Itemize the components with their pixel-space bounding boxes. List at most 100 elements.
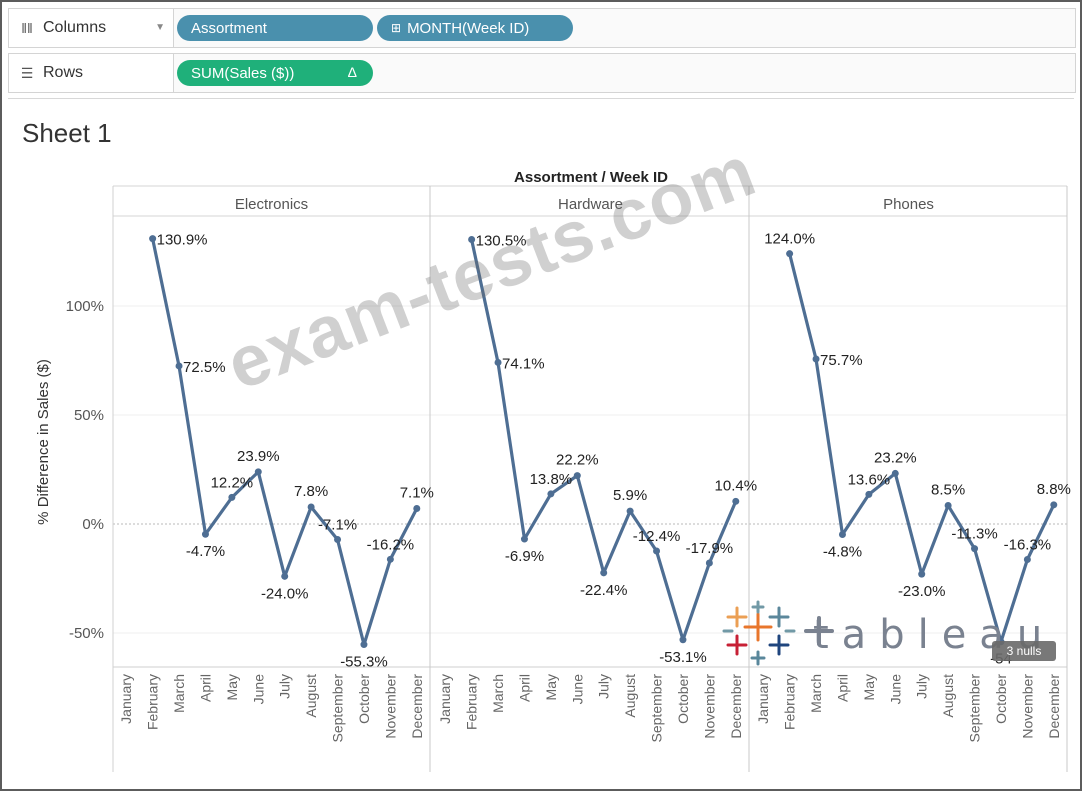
data-point bbox=[732, 497, 740, 505]
data-label: 8.5% bbox=[931, 481, 965, 498]
x-tick-label: July bbox=[914, 674, 930, 699]
data-point bbox=[254, 468, 262, 476]
data-label: 22.2% bbox=[556, 452, 599, 469]
data-point bbox=[891, 469, 899, 477]
data-point bbox=[1050, 501, 1058, 509]
data-point bbox=[653, 547, 661, 555]
month-week-id-pill[interactable]: ⊞ MONTH(Week ID) bbox=[377, 15, 573, 41]
data-label: -23.0% bbox=[898, 583, 946, 600]
data-point bbox=[494, 358, 502, 366]
data-label: -53.1% bbox=[659, 649, 707, 666]
assortment-pill-label: Assortment bbox=[191, 19, 267, 37]
x-tick-label: March bbox=[808, 674, 824, 713]
sum-sales-pill-label: SUM(Sales ($)) bbox=[191, 64, 295, 82]
expand-icon[interactable]: ⊞ bbox=[391, 21, 402, 35]
panel-header-electronics: Electronics bbox=[235, 196, 308, 213]
data-label: 13.8% bbox=[530, 471, 573, 488]
x-tick-label: August bbox=[940, 674, 956, 718]
x-tick-label: September bbox=[330, 674, 346, 743]
data-point bbox=[307, 503, 315, 511]
x-tick-label: October bbox=[993, 674, 1009, 724]
x-tick-label: May bbox=[861, 674, 877, 700]
data-label: -6.9% bbox=[505, 548, 544, 565]
data-label: 72.5% bbox=[183, 359, 226, 376]
data-point bbox=[786, 250, 794, 258]
x-tick-label: June bbox=[887, 674, 903, 705]
data-point bbox=[918, 570, 926, 578]
assortment-pill[interactable]: Assortment bbox=[177, 15, 373, 41]
data-label: -4.8% bbox=[823, 543, 862, 560]
data-point bbox=[626, 507, 634, 515]
x-tick-label: July bbox=[277, 674, 293, 699]
sum-sales-pill[interactable]: SUM(Sales ($)) Δ bbox=[177, 60, 373, 86]
data-point bbox=[334, 535, 342, 543]
data-point bbox=[149, 235, 157, 243]
data-label: -24.0% bbox=[261, 585, 309, 602]
data-label: 13.6% bbox=[848, 471, 891, 488]
data-point bbox=[360, 641, 368, 649]
x-tick-label: April bbox=[516, 674, 532, 702]
data-label: -17.9% bbox=[686, 540, 734, 557]
rows-shelf-label: ☰ Rows bbox=[9, 54, 174, 92]
panel-header-hardware: Hardware bbox=[558, 196, 623, 213]
rows-label-text: Rows bbox=[43, 64, 84, 81]
x-tick-label: August bbox=[303, 674, 319, 718]
x-tick-label: June bbox=[250, 674, 266, 705]
data-point bbox=[468, 236, 476, 244]
x-tick-label: July bbox=[596, 674, 612, 699]
data-point bbox=[547, 490, 555, 498]
nulls-indicator[interactable]: 3 nulls bbox=[992, 641, 1056, 661]
data-label: -16.3% bbox=[1004, 537, 1052, 554]
y-tick-label: 0% bbox=[82, 516, 104, 533]
x-tick-label: May bbox=[543, 674, 559, 700]
data-point bbox=[971, 545, 979, 553]
columns-label-text: Columns bbox=[43, 19, 107, 36]
data-point bbox=[812, 355, 820, 363]
data-label: 10.4% bbox=[715, 477, 758, 494]
x-tick-label: December bbox=[728, 674, 744, 739]
x-tick-label: November bbox=[382, 674, 398, 739]
data-label: 8.8% bbox=[1037, 481, 1071, 498]
x-tick-label: September bbox=[967, 674, 983, 743]
rows-shelf[interactable]: ☰ Rows SUM(Sales ($)) Δ bbox=[8, 53, 1076, 93]
data-label: 7.8% bbox=[294, 483, 328, 500]
panel-header-phones: Phones bbox=[883, 196, 934, 213]
x-tick-label: November bbox=[701, 674, 717, 739]
data-label: 75.7% bbox=[820, 352, 863, 369]
x-tick-label: April bbox=[197, 674, 213, 702]
data-label: 130.5% bbox=[476, 233, 527, 250]
data-label: 130.9% bbox=[157, 232, 208, 249]
data-label: 7.1% bbox=[400, 485, 434, 502]
sheet-title: Sheet 1 bbox=[22, 118, 112, 148]
x-tick-label: March bbox=[490, 674, 506, 713]
rows-icon: ☰ bbox=[20, 64, 34, 81]
data-label: -55.3% bbox=[340, 654, 388, 671]
x-tick-label: October bbox=[675, 674, 691, 724]
data-label: -16.2% bbox=[367, 536, 415, 553]
columns-shelf[interactable]: ‖‖ Columns ▼ Assortment ⊞ MONTH(Week ID) bbox=[8, 8, 1076, 48]
data-point bbox=[201, 530, 209, 538]
data-label: 23.9% bbox=[237, 448, 280, 465]
data-point bbox=[228, 493, 236, 501]
x-tick-label: May bbox=[224, 674, 240, 700]
data-point bbox=[413, 505, 421, 513]
x-tick-label: January bbox=[755, 674, 771, 724]
data-label: -11.3% bbox=[951, 526, 997, 543]
month-week-id-pill-label: MONTH(Week ID) bbox=[407, 19, 530, 37]
data-label: -7.1% bbox=[318, 516, 357, 533]
y-axis-title: % Difference in Sales ($) bbox=[35, 359, 52, 525]
data-point bbox=[679, 636, 687, 644]
y-tick-label: 50% bbox=[74, 407, 104, 424]
x-tick-label: December bbox=[1046, 674, 1062, 739]
data-label: 23.2% bbox=[874, 449, 917, 466]
x-tick-label: September bbox=[649, 674, 665, 743]
columns-shelf-label: ‖‖ Columns ▼ bbox=[9, 9, 174, 47]
x-tick-label: March bbox=[171, 674, 187, 713]
columns-icon: ‖‖ bbox=[21, 20, 33, 36]
data-point bbox=[1023, 556, 1031, 564]
data-point bbox=[944, 501, 952, 509]
sheet-area bbox=[8, 98, 1074, 782]
header-title: Assortment / Week ID bbox=[514, 169, 668, 186]
chevron-down-icon[interactable]: ▼ bbox=[155, 22, 165, 33]
data-point bbox=[600, 569, 608, 577]
